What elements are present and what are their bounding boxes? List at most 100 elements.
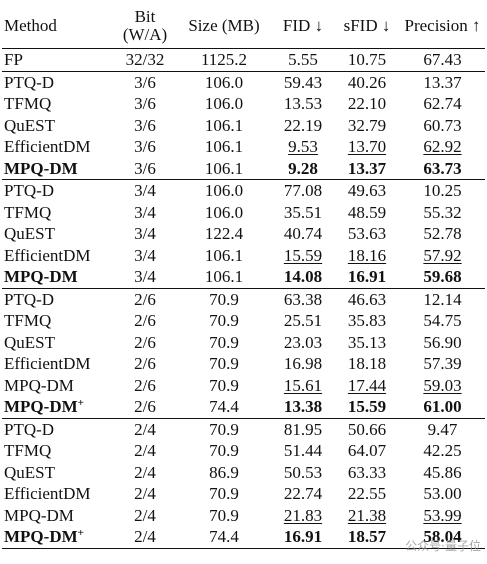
header-sfid: sFID ↓ <box>343 16 391 35</box>
cell-precision: 45.86 <box>400 462 485 484</box>
method-name: MPQ-DM <box>4 158 78 178</box>
method-name: PTQ-D <box>4 289 55 309</box>
value-precision: 13.37 <box>423 72 462 92</box>
value-sfid: 13.37 <box>347 158 387 178</box>
method-name: EfficientDM <box>4 484 91 503</box>
table-row: EfficientDM 2/4 70.9 22.74 22.55 53.00 <box>2 483 485 505</box>
cell-precision: 63.73 <box>400 158 485 180</box>
value-bit: 2/6 <box>134 289 156 309</box>
value-fid: 21.83 <box>283 505 323 525</box>
value-size: 70.9 <box>209 332 239 352</box>
cell-size: 70.9 <box>176 310 272 332</box>
cell-sfid: 32.79 <box>334 115 400 137</box>
value-size: 106.0 <box>204 181 244 200</box>
cell-fid: 16.91 <box>272 526 334 548</box>
value-bit: 3/6 <box>134 115 156 135</box>
value-size: 74.4 <box>209 527 239 546</box>
cell-bit: 3/6 <box>114 93 176 115</box>
cell-fid: 40.74 <box>272 223 334 245</box>
value-fid: 16.98 <box>283 354 323 373</box>
value-precision: 60.73 <box>423 115 462 135</box>
cell-fid: 81.95 <box>272 418 334 440</box>
header-fid: FID ↓ <box>282 16 324 35</box>
cell-fid: 35.51 <box>272 202 334 224</box>
table-row: MPQ-DM 3/6 106.1 9.28 13.37 63.73 <box>2 158 485 180</box>
value-sfid: 32.79 <box>347 115 387 135</box>
value-fid: 35.51 <box>283 202 323 222</box>
value-sfid: 13.70 <box>347 137 387 156</box>
cell-precision: 53.99 <box>400 505 485 527</box>
cell-bit: 2/4 <box>114 440 176 462</box>
value-fid: 40.74 <box>283 224 323 243</box>
cell-sfid: 21.38 <box>334 505 400 527</box>
fp-precision: 67.43 <box>423 50 462 69</box>
value-sfid: 22.10 <box>347 94 387 113</box>
value-fid: 13.53 <box>283 94 323 113</box>
cell-precision: 54.75 <box>400 310 485 332</box>
value-bit: 2/6 <box>134 354 156 373</box>
value-fid: 9.28 <box>288 158 318 178</box>
value-size: 70.9 <box>209 375 239 395</box>
value-sfid: 49.63 <box>347 181 387 200</box>
table-row: MPQ-DM+ 2/6 74.4 13.38 15.59 61.00 <box>2 396 485 418</box>
method-name: PTQ-D <box>4 72 55 92</box>
table-row: PTQ-D 3/6 106.0 59.43 40.26 13.37 <box>2 71 485 93</box>
value-bit: 2/4 <box>134 505 156 525</box>
cell-fid: 51.44 <box>272 440 334 462</box>
fp-size: 1125.2 <box>200 50 248 69</box>
cell-sfid: 16.91 <box>334 266 400 288</box>
cell-size: 74.4 <box>176 526 272 548</box>
cell-size: 106.0 <box>176 180 272 202</box>
method-name: MPQ-DM <box>4 397 78 416</box>
cell-method: TFMQ <box>2 202 114 224</box>
value-size: 70.9 <box>209 354 239 373</box>
cell-precision: 59.68 <box>400 266 485 288</box>
value-precision: 63.73 <box>423 158 462 178</box>
method-name: QuEST <box>4 115 55 135</box>
cell-fid: 13.53 <box>272 93 334 115</box>
cell-method: MPQ-DM <box>2 266 114 288</box>
value-precision: 45.86 <box>423 462 462 482</box>
value-sfid: 48.59 <box>347 202 387 222</box>
cell-fid: 21.83 <box>272 505 334 527</box>
value-fid: 50.53 <box>283 462 323 482</box>
value-bit: 3/6 <box>134 72 156 92</box>
value-size: 122.4 <box>204 224 244 243</box>
cell-fid: 22.74 <box>272 483 334 505</box>
value-sfid: 40.26 <box>347 72 387 92</box>
cell-method: MPQ-DM <box>2 158 114 180</box>
value-precision: 9.47 <box>427 419 458 439</box>
value-size: 106.1 <box>204 115 244 135</box>
table-row: TFMQ 3/6 106.0 13.53 22.10 62.74 <box>2 93 485 115</box>
value-sfid: 18.18 <box>347 354 387 373</box>
cell-bit: 2/4 <box>114 483 176 505</box>
cell-method: PTQ-D <box>2 180 114 202</box>
cell-size: 70.9 <box>176 440 272 462</box>
value-precision: 10.25 <box>423 181 462 200</box>
header-method: Method <box>4 16 57 35</box>
table-row: MPQ-DM+ 2/4 74.4 16.91 18.57 58.04 <box>2 526 485 548</box>
cell-method: MPQ-DM+ <box>2 526 114 548</box>
table-row: EfficientDM 3/6 106.1 9.53 13.70 62.92 <box>2 136 485 158</box>
method-name: QuEST <box>4 224 55 243</box>
cell-fid: 59.43 <box>272 71 334 93</box>
cell-size: 106.0 <box>176 71 272 93</box>
value-fid: 14.08 <box>283 267 323 286</box>
cell-sfid: 18.57 <box>334 526 400 548</box>
cell-precision: 58.04 <box>400 526 485 548</box>
watermark: 公众号·量子位 <box>405 539 481 553</box>
value-bit: 2/4 <box>134 441 156 460</box>
value-bit: 2/4 <box>134 419 156 439</box>
cell-bit: 2/6 <box>114 353 176 375</box>
value-precision: 52.78 <box>423 224 462 243</box>
value-precision: 42.25 <box>423 441 462 460</box>
cell-sfid: 22.10 <box>334 93 400 115</box>
cell-precision: 10.25 <box>400 180 485 202</box>
value-sfid: 16.91 <box>347 267 387 286</box>
value-size: 70.9 <box>209 505 239 525</box>
cell-fid: 25.51 <box>272 310 334 332</box>
cell-bit: 2/6 <box>114 375 176 397</box>
cell-precision: 56.90 <box>400 332 485 354</box>
value-fid: 25.51 <box>283 311 323 330</box>
value-sfid: 50.66 <box>347 419 387 439</box>
